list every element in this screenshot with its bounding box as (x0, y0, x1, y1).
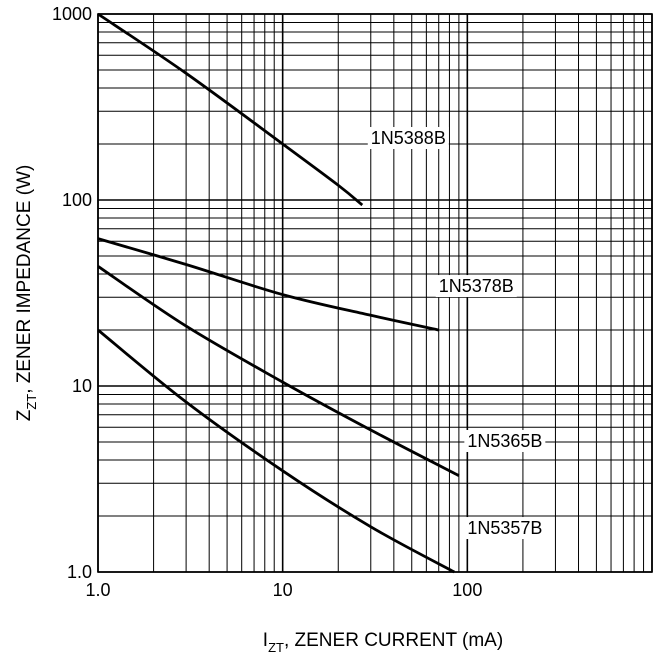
series-label-text: 1N5357B (467, 518, 542, 538)
y-axis-title: ZZT, ZENER IMPEDANCE (W) (14, 165, 39, 422)
series-label-text: 1N5378B (439, 276, 514, 296)
y-tick-labels: 1.0 10 100 1000 (52, 4, 92, 582)
x-axis-title: IZT, ZENER CURRENT (mA) (263, 630, 503, 655)
series-line-1n5388b (97, 12, 364, 207)
series-line-1n5357b (97, 328, 455, 574)
x-tick-label: 1.0 (85, 580, 110, 600)
x-axis-title-rest: , ZENER CURRENT (mA) (284, 630, 503, 651)
series-label-background (367, 127, 449, 150)
series-lines (97, 12, 460, 574)
y-tick-label: 1.0 (67, 562, 92, 582)
series-labels: 1N5388B 1N5378B 1N5365B 1N5357B (367, 127, 546, 540)
x-tick-label: 100 (452, 580, 482, 600)
y-tick-label: 10 (72, 376, 92, 396)
series-line-1n5378b (97, 237, 439, 332)
series-label-text: 1N5365B (467, 431, 542, 451)
plot-border (97, 13, 653, 573)
series-label-1n5357b: 1N5357B (464, 517, 546, 540)
x-axis-title-subscript: ZT (268, 640, 284, 655)
x-tick-labels: 1.0 10 100 (85, 580, 482, 600)
series-label-text: 1N5388B (371, 128, 446, 148)
y-axis-title-main: Z (14, 409, 35, 421)
y-axis-title-subscript: ZT (24, 394, 39, 410)
series-label-background (435, 275, 517, 298)
x-tick-label: 10 (273, 580, 293, 600)
series-line-1n5365b (97, 265, 460, 477)
plot-frame (97, 13, 653, 573)
series-label-1n5388b: 1N5388B (367, 127, 449, 150)
y-axis-title-rest: , ZENER IMPEDANCE (W) (14, 165, 35, 394)
y-tick-label: 100 (62, 190, 92, 210)
grid (97, 13, 653, 573)
series-label-background (464, 429, 546, 452)
series-label-1n5365b: 1N5365B (464, 429, 546, 452)
series-label-1n5378b: 1N5378B (435, 275, 517, 298)
y-tick-label: 1000 (52, 4, 92, 24)
series-label-background (464, 517, 546, 540)
x-axis-title-main: I (263, 630, 268, 651)
